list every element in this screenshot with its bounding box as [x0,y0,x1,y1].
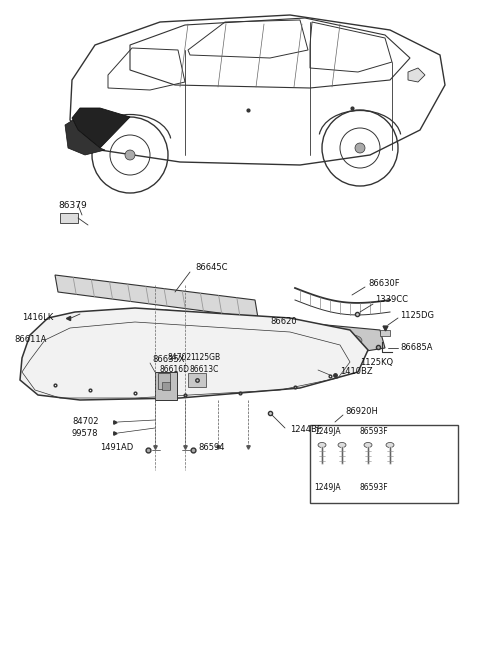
Text: 1249JA: 1249JA [314,428,341,436]
Ellipse shape [176,320,194,330]
Bar [158,373,170,389]
Text: 1249JA: 1249JA [314,483,341,493]
Text: 99578: 99578 [72,428,98,438]
Ellipse shape [316,333,334,342]
Ellipse shape [204,323,222,333]
Text: 86379: 86379 [58,201,87,209]
Ellipse shape [386,443,394,447]
Text: 86620: 86620 [270,318,297,327]
Text: 86645C: 86645C [195,264,228,272]
Text: 86613C: 86613C [190,365,219,375]
Text: 1339CC: 1339CC [375,295,408,304]
Text: 84702: 84702 [72,417,98,426]
Bar [162,382,170,390]
Polygon shape [160,310,385,352]
Text: 1125DG: 1125DG [400,310,434,319]
Ellipse shape [260,327,278,338]
Polygon shape [20,308,368,400]
Polygon shape [408,68,425,82]
Text: 1491AD: 1491AD [100,443,133,453]
Polygon shape [72,108,130,148]
Text: 86593F: 86593F [360,428,389,436]
Ellipse shape [232,325,250,335]
Bar [312,366,320,373]
Circle shape [355,143,365,153]
Text: 86630F: 86630F [368,279,400,287]
Bar [188,373,206,387]
Text: 1244BF: 1244BF [290,426,322,434]
Text: 1410BZ: 1410BZ [340,367,372,377]
Text: 1125GB: 1125GB [190,354,220,363]
Bar [310,425,458,503]
Text: 84702: 84702 [168,354,192,363]
Text: 1416LK: 1416LK [22,314,53,323]
Ellipse shape [344,335,362,345]
Ellipse shape [338,443,346,447]
Polygon shape [65,120,105,155]
Text: 86616D: 86616D [160,365,190,375]
Text: 1125KQ: 1125KQ [360,358,393,367]
Text: 86594: 86594 [198,443,225,453]
Bar [60,213,78,223]
Text: 86611A: 86611A [14,335,47,344]
Text: 86920H: 86920H [345,407,378,417]
Text: 86593F: 86593F [360,483,389,493]
Ellipse shape [364,443,372,447]
Text: 86635X: 86635X [152,356,184,365]
Text: 86685A: 86685A [400,344,432,352]
Bar [380,330,390,336]
Ellipse shape [318,443,326,447]
Circle shape [125,150,135,160]
Polygon shape [55,275,258,318]
Ellipse shape [288,330,306,340]
Bar [155,372,177,400]
